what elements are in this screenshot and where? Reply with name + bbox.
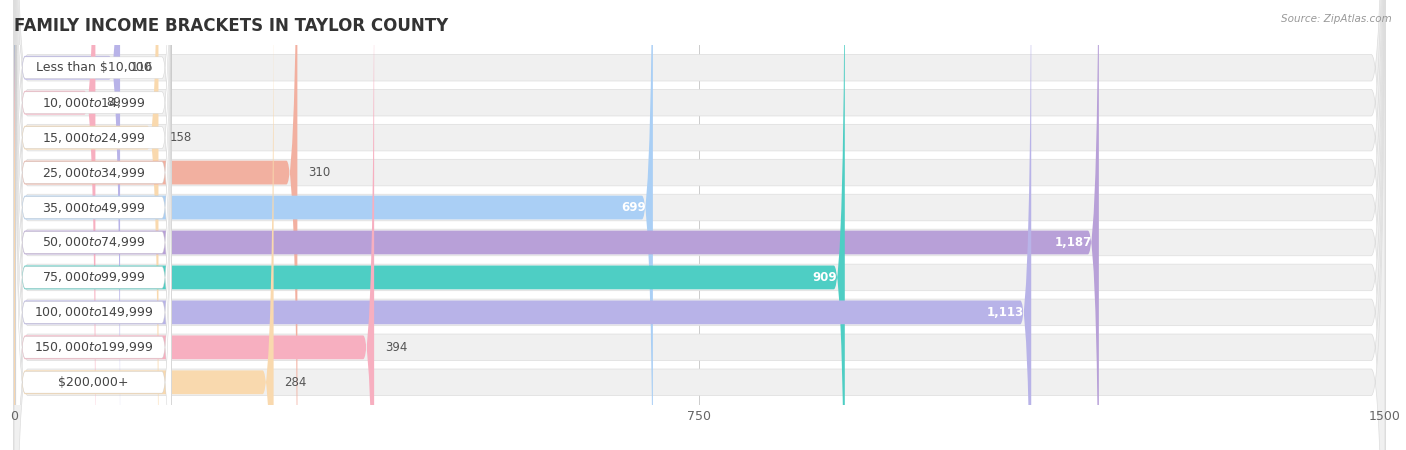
FancyBboxPatch shape (14, 0, 1031, 450)
FancyBboxPatch shape (14, 0, 96, 450)
FancyBboxPatch shape (14, 0, 845, 450)
Text: $50,000 to $74,999: $50,000 to $74,999 (42, 235, 145, 249)
Text: 284: 284 (284, 376, 307, 389)
FancyBboxPatch shape (14, 0, 1385, 450)
FancyBboxPatch shape (14, 0, 274, 450)
Text: FAMILY INCOME BRACKETS IN TAYLOR COUNTY: FAMILY INCOME BRACKETS IN TAYLOR COUNTY (14, 17, 449, 35)
FancyBboxPatch shape (15, 0, 172, 450)
FancyBboxPatch shape (15, 0, 172, 450)
FancyBboxPatch shape (14, 0, 1385, 450)
Text: $15,000 to $24,999: $15,000 to $24,999 (42, 130, 145, 144)
FancyBboxPatch shape (14, 0, 120, 450)
Text: 158: 158 (170, 131, 191, 144)
Text: $200,000+: $200,000+ (58, 376, 129, 389)
Text: $75,000 to $99,999: $75,000 to $99,999 (42, 270, 145, 284)
FancyBboxPatch shape (14, 0, 1099, 450)
Text: 310: 310 (308, 166, 330, 179)
Text: 1,113: 1,113 (987, 306, 1024, 319)
Text: 699: 699 (621, 201, 645, 214)
Text: 1,187: 1,187 (1054, 236, 1091, 249)
Text: $10,000 to $14,999: $10,000 to $14,999 (42, 96, 145, 110)
FancyBboxPatch shape (14, 0, 1385, 450)
FancyBboxPatch shape (15, 0, 172, 450)
FancyBboxPatch shape (15, 9, 172, 450)
FancyBboxPatch shape (14, 0, 374, 450)
Text: $100,000 to $149,999: $100,000 to $149,999 (34, 306, 153, 320)
Text: Less than $10,000: Less than $10,000 (35, 61, 152, 74)
FancyBboxPatch shape (14, 0, 1385, 450)
FancyBboxPatch shape (15, 0, 172, 450)
Text: 909: 909 (813, 271, 838, 284)
FancyBboxPatch shape (14, 0, 1385, 450)
FancyBboxPatch shape (15, 0, 172, 441)
FancyBboxPatch shape (15, 0, 172, 450)
FancyBboxPatch shape (14, 0, 1385, 450)
FancyBboxPatch shape (14, 0, 1385, 450)
Text: 116: 116 (131, 61, 153, 74)
FancyBboxPatch shape (14, 0, 298, 450)
FancyBboxPatch shape (14, 0, 1385, 450)
Text: $25,000 to $34,999: $25,000 to $34,999 (42, 166, 145, 180)
FancyBboxPatch shape (15, 44, 172, 450)
Text: Source: ZipAtlas.com: Source: ZipAtlas.com (1281, 14, 1392, 23)
Text: 89: 89 (107, 96, 121, 109)
Text: $150,000 to $199,999: $150,000 to $199,999 (34, 340, 153, 354)
Text: $35,000 to $49,999: $35,000 to $49,999 (42, 201, 145, 215)
Text: 394: 394 (385, 341, 408, 354)
FancyBboxPatch shape (14, 0, 1385, 450)
FancyBboxPatch shape (15, 0, 172, 450)
FancyBboxPatch shape (15, 0, 172, 406)
FancyBboxPatch shape (14, 0, 1385, 450)
FancyBboxPatch shape (14, 0, 159, 450)
FancyBboxPatch shape (14, 0, 652, 450)
